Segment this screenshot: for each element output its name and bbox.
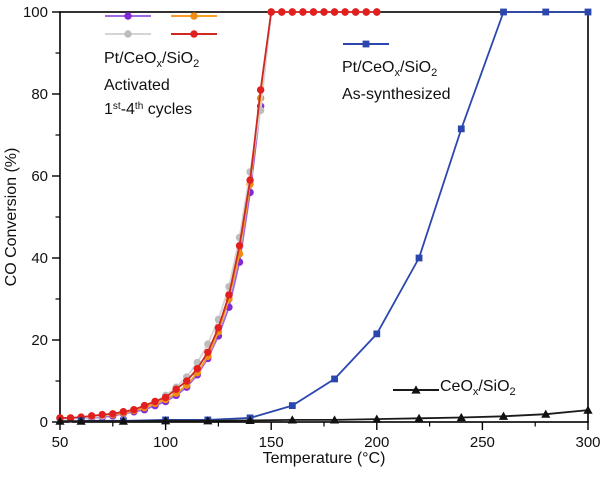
x-tick-label: 50 [52,434,69,451]
x-tick-label: 300 [575,434,600,451]
data-point-circle [341,8,349,16]
data-point-triangle [541,409,551,418]
data-point-square [457,125,465,133]
data-point-triangle [203,416,213,425]
legend-activated-cycles: Pt/CeOx/SiO2 Activated 1st-4th cycles [104,10,218,120]
data-point-circle [124,12,132,20]
x-tick-label: 250 [470,434,495,451]
data-point-circle [309,8,318,16]
legend-as-synthesized-swatch [342,38,451,50]
legend-as-synthesized: Pt/CeOx/SiO2 As-synthesized [342,38,451,105]
data-point-triangle [411,384,421,394]
data-point-circle [320,8,328,16]
x-tick-label: 100 [153,434,178,451]
data-point-circle [373,8,381,16]
data-point-circle [193,365,201,373]
x-axis-title: Temperature (°C) [262,450,386,467]
data-point-circle [119,408,128,416]
legend-swatch-circle [105,12,151,20]
data-point-circle [161,393,170,402]
legend-ceox-sio2: CeOx/SiO2 [392,376,516,403]
data-point-circle [246,176,254,184]
x-tick-label: 150 [259,434,284,451]
data-point-triangle [161,416,171,425]
legend-label: CeOx/SiO2 [440,378,516,398]
y-tick-label: 20 [31,332,48,349]
legend-swatch-square [343,40,389,48]
data-point-circle [190,30,198,38]
data-point-circle [256,86,265,94]
data-point-square [362,40,370,48]
legend-label: Activated [104,77,170,94]
legend-swatch-circle [171,12,217,20]
legend-label: 1st-4th cycles [104,101,193,118]
y-tick-label: 0 [40,414,48,431]
data-point-square [331,375,338,383]
legend-label: Pt/CeOx/SiO2 [342,59,438,79]
data-point-square [288,402,296,409]
data-point-circle [235,242,244,250]
data-point-circle [66,414,75,422]
data-point-triangle [372,414,382,423]
data-point-triangle [76,416,86,425]
y-tick-label: 60 [31,168,48,185]
legend-ceox-swatch [392,384,439,396]
data-point-circle [362,8,370,16]
data-point-triangle [329,415,340,424]
series-line [60,409,589,423]
data-point-circle [109,410,117,418]
legend-label: Pt/CeOx/SiO2 [104,50,200,70]
legend-swatch-circle [105,30,151,38]
data-point-circle [98,410,106,419]
y-tick-label: 100 [23,4,48,21]
data-point-circle [124,30,132,38]
data-point-circle [151,397,159,406]
data-point-triangle [287,415,297,424]
data-point-triangle [118,416,128,425]
data-point-circle [204,348,212,356]
legend-swatch-triangle [393,384,439,394]
y-axis-title: CO Conversion (%) [3,147,20,287]
x-tick-label: 200 [364,434,389,451]
data-point-circle [214,324,223,332]
data-point-triangle [245,415,255,424]
legend-ceox-text: CeOx/SiO2 [440,376,516,403]
data-point-triangle [414,413,424,422]
y-tick-label: 40 [31,250,48,267]
data-point-square [584,8,592,16]
data-point-circle [267,8,275,16]
data-point-square [500,8,507,16]
data-point-circle [87,412,96,420]
data-point-square [415,254,423,262]
series-triangle [55,405,593,425]
data-point-circle [183,377,191,385]
data-point-circle [288,8,297,16]
data-point-circle [351,8,360,16]
legend-swatch-circle [171,30,217,38]
series-circle [56,8,381,422]
data-point-square [542,8,550,16]
data-point-circle [190,12,198,20]
data-point-triangle [55,416,65,425]
legend-activated-text: Pt/CeOx/SiO2 Activated 1st-4th cycles [104,48,218,120]
legend-label: As-synthesized [342,86,451,103]
data-point-square [373,330,381,338]
legend-activated-swatches [104,10,218,40]
data-point-circle [172,385,180,393]
data-point-circle [330,8,339,16]
data-point-circle [299,8,307,16]
data-point-triangle [583,405,593,414]
y-tick-label: 80 [31,86,48,103]
data-point-circle [130,406,138,414]
data-point-triangle [498,411,509,420]
data-point-circle [140,401,149,410]
data-point-circle [225,291,233,299]
data-point-triangle [456,412,466,422]
legend-as-synthesized-text: Pt/CeOx/SiO2 As-synthesized [342,57,451,105]
data-point-circle [278,8,286,16]
